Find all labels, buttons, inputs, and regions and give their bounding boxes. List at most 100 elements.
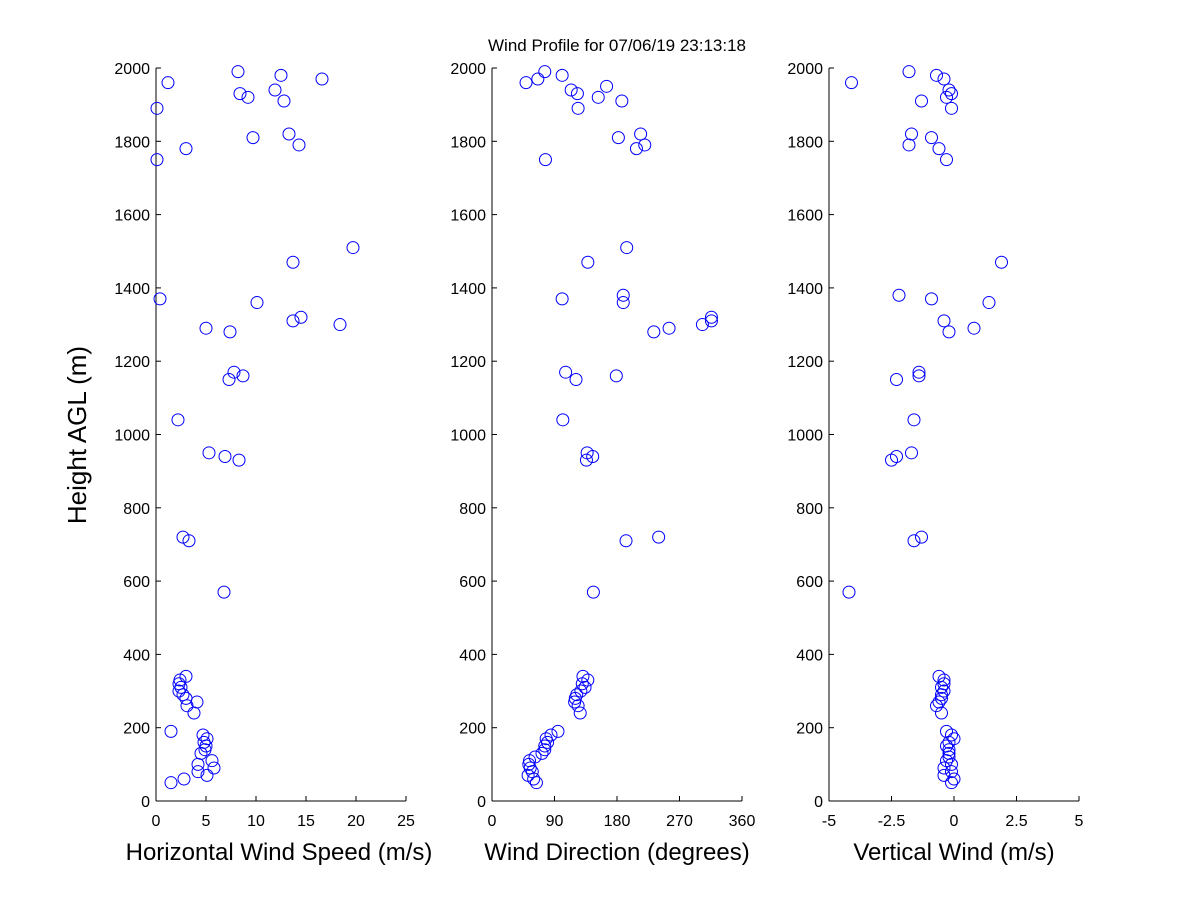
vertical-data-point	[912, 365, 926, 379]
speed-data-point	[205, 754, 219, 768]
direction-data-point	[616, 296, 630, 310]
direction-y-tick-label: 2000	[450, 61, 486, 78]
vertical-data-point	[942, 743, 956, 757]
speed-data-point	[346, 241, 360, 255]
speed-data-point	[294, 310, 308, 324]
speed-panel: Horizontal Wind Speed (m/s) 020040060080…	[114, 61, 432, 866]
speed-y-tick-label: 800	[123, 501, 150, 518]
direction-y-tick-label: 1800	[450, 134, 486, 151]
direction-data-point	[551, 724, 565, 738]
speed-data-point	[179, 691, 193, 705]
speed-y-tick-label: 0	[141, 794, 150, 811]
speed-data-point	[187, 706, 201, 720]
direction-y-tick-label: 1200	[450, 354, 486, 371]
direction-data-point	[538, 153, 552, 167]
speed-data-point	[177, 772, 191, 786]
direction-data-point	[586, 585, 600, 599]
vertical-data-point	[925, 131, 938, 145]
vertical-y-tick-label: 1800	[787, 134, 823, 151]
speed-y-tick-label: 600	[123, 574, 150, 591]
direction-data-point	[616, 288, 630, 302]
vertical-data-point	[945, 765, 958, 779]
speed-y-tick-label: 2000	[114, 61, 150, 78]
speed-data-point	[315, 72, 329, 86]
speed-data-point	[250, 296, 264, 310]
vertical-data-point	[845, 76, 858, 90]
direction-data-point	[704, 310, 718, 324]
direction-panel: Wind Direction (degrees) 0 200 400 600 800 10…	[450, 61, 755, 866]
speed-data-point	[286, 255, 300, 269]
direction-x-tick-label: 180	[604, 813, 631, 830]
direction-data-point	[564, 83, 578, 97]
direction-data-point	[647, 325, 661, 339]
direction-data-point	[662, 321, 676, 335]
direction-data-point	[519, 76, 533, 90]
direction-data-point	[634, 127, 648, 141]
speed-data-point	[241, 90, 255, 104]
speed-y-tick-label: 400	[123, 647, 150, 664]
direction-x-tick-label: 90	[546, 813, 564, 830]
speed-data-point	[233, 87, 247, 101]
vertical-data-point	[905, 446, 918, 460]
vertical-data-point	[935, 680, 948, 694]
vertical-data-point	[930, 68, 943, 82]
direction-data-point	[574, 684, 588, 698]
vertical-data-point	[842, 585, 856, 599]
direction-data-point	[619, 534, 633, 548]
speed-y-tick-label: 1400	[114, 281, 150, 298]
speed-data-point	[236, 369, 250, 383]
direction-data-point	[556, 413, 570, 427]
direction-y-tick-label: 200	[459, 721, 486, 738]
speed-data-point	[292, 138, 306, 152]
vertical-data-point	[915, 94, 928, 108]
vertical-data-point	[945, 776, 958, 790]
speed-x-axis-label: Horizontal Wind Speed (m/s)	[126, 839, 433, 866]
vertical-data-point	[995, 255, 1008, 269]
speed-data-point	[197, 735, 211, 749]
vertical-data-point	[915, 530, 928, 544]
direction-data-point	[539, 732, 553, 746]
vertical-data-point	[967, 321, 981, 335]
direction-data-point	[591, 90, 605, 104]
vertical-data-point	[925, 292, 938, 306]
vertical-y-tick-label: 1600	[787, 208, 823, 225]
vertical-y-tick-label: 0	[814, 794, 823, 811]
direction-data-point	[695, 318, 709, 332]
vertical-y-tick-label: 600	[796, 574, 823, 591]
direction-data-point	[576, 669, 590, 683]
vertical-data-point	[937, 314, 951, 328]
direction-data-point	[555, 292, 569, 306]
direction-data-point	[538, 739, 552, 753]
speed-data-point	[222, 373, 236, 387]
speed-x-tick-label: 0	[152, 813, 161, 830]
vertical-x-axis-label: Vertical Wind (m/s)	[853, 839, 1054, 866]
speed-data-point	[191, 765, 205, 779]
vertical-y-tick-label: 400	[796, 647, 823, 664]
vertical-data-point	[942, 325, 956, 339]
direction-data-point	[529, 776, 543, 790]
vertical-data-point	[930, 699, 943, 713]
vertical-y-tick-label: 200	[796, 721, 823, 738]
speed-x-tick-label: 10	[247, 813, 265, 830]
direction-data-point	[638, 138, 652, 152]
speed-data-point	[171, 413, 185, 427]
speed-data-point	[164, 724, 178, 738]
speed-data-point	[274, 68, 288, 82]
direction-data-point	[559, 365, 573, 379]
vertical-y-tick-label: 800	[796, 501, 823, 518]
speed-data-point	[200, 768, 214, 782]
vertical-data-point	[932, 142, 946, 156]
vertical-data-point	[945, 101, 958, 115]
direction-data-point	[620, 241, 634, 255]
speed-data-point	[196, 728, 210, 742]
direction-y-tick-label: 400	[459, 647, 486, 664]
vertical-data-point	[902, 65, 916, 79]
speed-data-point	[333, 318, 347, 332]
vertical-data-point	[907, 534, 921, 548]
speed-y-tick-label: 1000	[114, 428, 150, 445]
speed-x-tick-label: 25	[397, 813, 415, 830]
speed-data-point	[202, 446, 216, 460]
direction-x-axis-label: Wind Direction (degrees)	[484, 839, 749, 866]
figure-title: Wind Profile for 07/06/19 23:13:18	[488, 36, 746, 55]
